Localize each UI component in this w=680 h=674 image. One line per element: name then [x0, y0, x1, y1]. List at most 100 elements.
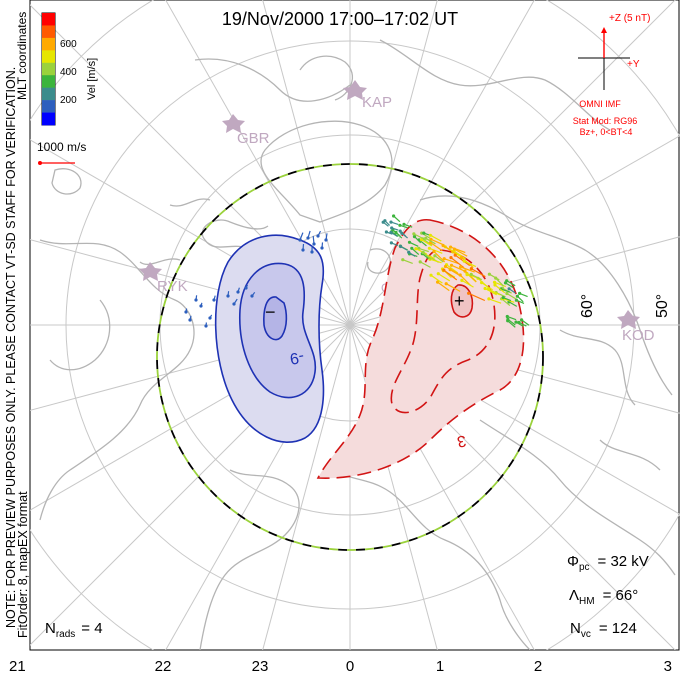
velocity-vector — [451, 264, 466, 272]
vector-origin — [232, 302, 236, 306]
velocity-vector — [437, 273, 451, 282]
lambda-hm-stat: ΛHM = 66° — [569, 587, 638, 607]
lambda-hm-value: = 66° — [603, 587, 639, 604]
vector-origin — [410, 246, 414, 250]
station-label: KOD — [622, 327, 655, 344]
colorbar-swatch — [42, 87, 55, 101]
colorbar-swatch — [42, 75, 55, 88]
nvc-symbol: N — [570, 620, 581, 637]
velocity-vector — [422, 238, 433, 246]
velocity-vector — [446, 264, 459, 274]
colorbar-swatch — [42, 62, 55, 76]
negative-cell-label: -9 — [288, 348, 305, 367]
vector-origin — [467, 291, 471, 295]
imf-source: OMNI IMF — [579, 99, 621, 109]
mlt-label-3: 3 — [664, 658, 672, 674]
velocity-vector — [402, 259, 413, 264]
velocity-vector — [506, 292, 517, 300]
colorbar-swatch — [42, 25, 55, 39]
velocity-vector — [429, 258, 442, 264]
preview-note: NOTE: FOR PREVIEW PURPOSES ONLY. PLEASE … — [4, 67, 18, 628]
phi-pc-symbol: Φ — [567, 553, 579, 570]
velocity-vector — [460, 266, 475, 273]
imf-model: Stat Mod: RG96 — [573, 116, 638, 126]
velocity-vector — [443, 269, 458, 281]
vector-origin — [429, 237, 433, 241]
station-marker — [139, 262, 162, 281]
mlt-spoke-13 — [262, 0, 351, 326]
velocity-vector — [470, 273, 482, 281]
velocity-vector — [444, 258, 459, 265]
velocity-vector — [421, 239, 433, 247]
map-title: 19/Nov/2000 17:00–17:02 UT — [222, 9, 458, 29]
station-label: GBR — [237, 130, 270, 147]
phi-pc-value: = 32 kV — [598, 553, 649, 570]
vector-origin — [383, 219, 387, 223]
colorbar-tick-400: 400 — [60, 67, 77, 78]
vector-origin — [194, 298, 198, 302]
mlt-label-1: 1 — [436, 658, 444, 674]
vector-origin — [493, 283, 497, 287]
mlt-label-0: 0 — [346, 658, 354, 674]
vector-origin — [459, 265, 463, 269]
colorbar-swatch — [42, 100, 55, 113]
vector-origin — [449, 245, 453, 249]
negative-cell-inner-contour — [263, 296, 288, 341]
velocity-vector — [454, 248, 468, 257]
colorbar-swatches — [42, 13, 55, 126]
vector-origin — [310, 250, 314, 254]
vector-origin — [324, 238, 328, 242]
vector-origin — [506, 317, 510, 321]
vector-origin — [298, 238, 302, 242]
lambda-hm-symbol: Λ — [569, 587, 579, 604]
negative-potential-cell: -9 − — [214, 234, 325, 443]
velocity-vector — [506, 280, 516, 287]
station-marker — [222, 114, 245, 133]
vector-origin — [436, 280, 440, 284]
vector-origin — [402, 222, 406, 226]
imf-condition: Bz+, 0<BT<4 — [580, 127, 633, 137]
fit-order: FitOrder: 8, mapEX format — [16, 491, 30, 638]
vector-origin — [459, 255, 464, 260]
vector-origin — [449, 263, 454, 267]
vector-origin — [236, 290, 240, 294]
coastline-hudson — [49, 299, 111, 371]
hm-boundary-a — [156, 163, 544, 551]
imf-z-label: +Z (5 nT) — [609, 13, 650, 24]
vector-origin — [244, 286, 248, 290]
vector-origin — [505, 291, 509, 296]
vector-origin — [422, 231, 426, 235]
vector-origin — [501, 296, 505, 300]
vector-origin — [312, 242, 316, 246]
vector-origin — [394, 230, 398, 234]
vector-origin — [453, 253, 457, 257]
mlt-spoke-1 — [349, 324, 438, 650]
colorbar-tick-600: 600 — [60, 39, 77, 50]
hm-boundary-b — [156, 163, 544, 551]
vector-origin — [389, 220, 393, 224]
velocity-vector — [489, 273, 500, 281]
velocity-vector — [488, 298, 502, 304]
velocity-vector — [430, 238, 445, 246]
vector-origin — [418, 260, 422, 264]
vector-origin — [515, 294, 520, 298]
velocity-vector — [430, 234, 442, 242]
velocity-vector — [422, 252, 432, 260]
vector-origin — [503, 281, 508, 285]
mlt-label-21: 21 — [9, 658, 26, 674]
station-label: KAP — [362, 94, 392, 111]
station-kod: KOD — [617, 310, 655, 344]
vector-origin — [469, 272, 473, 276]
velocity-vector — [418, 247, 429, 253]
vector-origin — [442, 268, 446, 272]
vector-origin — [492, 280, 497, 284]
velocity-vector — [419, 261, 431, 268]
coordinate-system-label: MLT coordinates — [15, 12, 29, 100]
mlt-spoke-23 — [262, 324, 351, 650]
coastline-scandinavia — [299, 55, 354, 101]
vector-origin — [250, 294, 254, 298]
vector-origin — [469, 267, 473, 271]
velocity-vector — [481, 282, 493, 291]
coastline-greenland — [260, 120, 393, 223]
vector-origin — [316, 234, 320, 238]
